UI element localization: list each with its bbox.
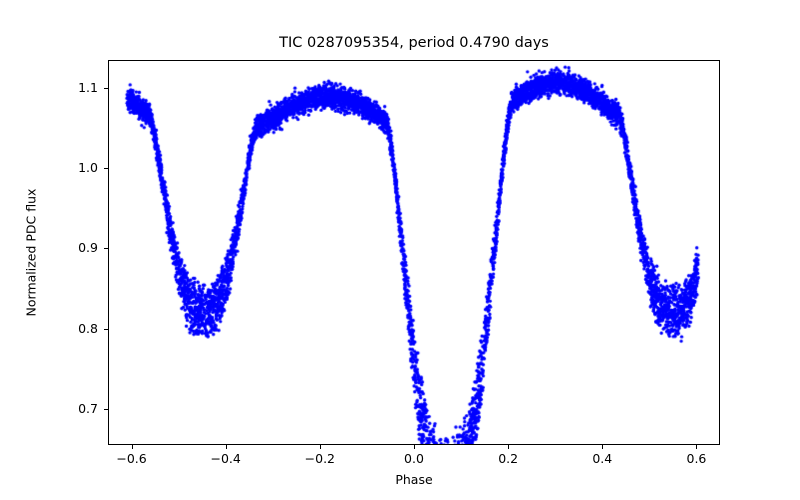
x-tick-label: 0.6 xyxy=(686,451,707,466)
plot-title: TIC 0287095354, period 0.4790 days xyxy=(279,35,549,51)
x-tick-mark xyxy=(602,445,604,449)
y-tick-label: 1.0 xyxy=(78,160,98,176)
y-tick-label: 0.8 xyxy=(78,320,98,336)
x-tick-mark xyxy=(131,445,133,449)
plot-axes-frame xyxy=(108,60,720,445)
x-axis-label-text: Phase xyxy=(395,472,433,487)
x-tick-label: 0.2 xyxy=(498,451,519,466)
x-tick-label: −0.4 xyxy=(210,451,241,466)
y-tick-mark xyxy=(104,328,108,330)
y-tick-mark xyxy=(104,408,108,410)
y-tick-label: 0.9 xyxy=(78,240,98,256)
x-tick-mark xyxy=(508,445,510,449)
x-tick-mark xyxy=(696,445,698,449)
x-tick-label: 0.0 xyxy=(404,451,424,466)
y-tick-mark xyxy=(104,88,108,90)
x-tick-label: −0.2 xyxy=(304,451,336,466)
y-tick-label: 0.7 xyxy=(78,400,98,416)
scatter-plot-canvas xyxy=(109,61,719,444)
y-tick-mark xyxy=(104,248,108,250)
y-axis-label-text: Normalized PDC flux xyxy=(23,188,39,317)
x-tick-mark xyxy=(414,445,415,449)
y-tick-mark xyxy=(104,168,108,170)
x-axis-label: Phase xyxy=(108,472,720,487)
x-tick-mark xyxy=(225,445,227,449)
x-tick-label: 0.4 xyxy=(592,451,613,466)
x-tick-mark xyxy=(319,445,321,449)
y-axis-label: Normalized PDC flux xyxy=(22,60,40,445)
y-tick-label: 1.1 xyxy=(78,80,98,96)
x-tick-label: −0.6 xyxy=(116,451,147,466)
